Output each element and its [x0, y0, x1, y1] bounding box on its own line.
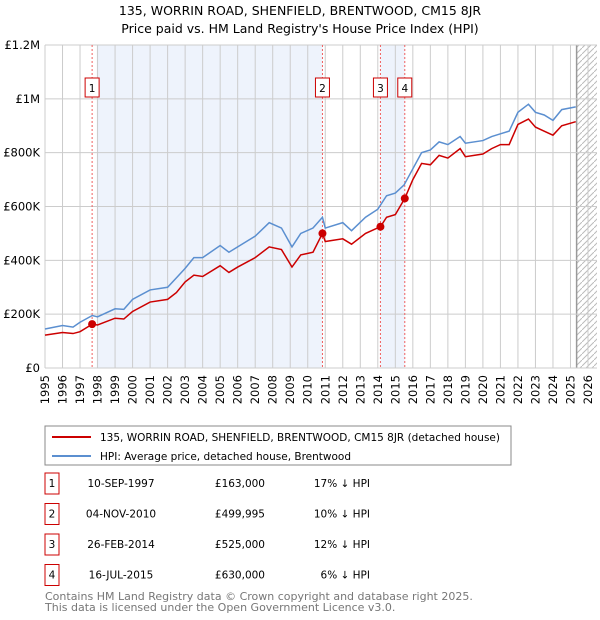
x-tick-label: 2018 — [441, 375, 455, 404]
x-tick-label: 2012 — [336, 375, 350, 404]
x-tick-label: 1995 — [38, 375, 52, 404]
property-line — [44, 118, 576, 336]
x-tick-label: 2001 — [143, 375, 157, 404]
sale-number: 4 — [49, 570, 56, 582]
x-tick-label: 2006 — [231, 375, 245, 404]
chart-title: 135, WORRIN ROAD, SHENFIELD, BRENTWOOD, … — [119, 3, 481, 18]
x-tick-label: 2002 — [161, 375, 175, 404]
y-tick-label: £600K — [3, 200, 40, 214]
sale-price: £163,000 — [215, 478, 265, 490]
x-tick-label: 2010 — [301, 375, 315, 404]
x-tick-label: 2017 — [423, 375, 437, 404]
sale-price: £630,000 — [215, 570, 265, 582]
sale-marker-number: 4 — [401, 83, 408, 95]
sale-marker-box — [372, 77, 388, 98]
x-tick-label: 1999 — [108, 375, 122, 404]
y-tick-label: £400K — [3, 253, 40, 267]
x-tick-label: 1997 — [73, 375, 87, 404]
x-tick-label: 2021 — [493, 375, 507, 404]
x-tick-label: 2011 — [318, 375, 332, 404]
y-tick-label: £0 — [25, 361, 40, 375]
y-tick-label: £800K — [3, 146, 40, 160]
sale-hpi-diff: 17% ↓ HPI — [314, 478, 370, 490]
sale-date: 10-SEP-1997 — [87, 478, 154, 490]
chart-subtitle: Price paid vs. HM Land Registry's House … — [121, 21, 478, 36]
sale-hpi-diff: 10% ↓ HPI — [314, 509, 370, 521]
x-tick-label: 2024 — [546, 375, 560, 404]
x-tick-label: 1996 — [56, 375, 70, 404]
sale-date: 26-FEB-2014 — [87, 539, 155, 551]
sale-marker-box — [84, 77, 100, 98]
sale-number-box — [44, 472, 60, 495]
sale-number-box — [44, 503, 60, 525]
sale-number-box — [44, 564, 60, 586]
sale-marker-number: 3 — [377, 83, 384, 95]
footer-line-2: This data is licensed under the Open Gov… — [44, 601, 395, 614]
hpi-line — [44, 103, 576, 330]
x-tick-label: 2000 — [126, 375, 140, 404]
sale-hpi-diff: 6% ↓ HPI — [321, 570, 370, 582]
x-tick-label: 2004 — [196, 375, 210, 404]
sale-number-box — [44, 533, 60, 556]
footer-line-1: Contains HM Land Registry data © Crown c… — [45, 590, 473, 603]
sale-point — [376, 222, 385, 231]
sale-price: £525,000 — [215, 539, 265, 551]
sale-marker-box — [314, 77, 330, 98]
y-tick-label: £200K — [3, 307, 40, 321]
legend-label-property: 135, WORRIN ROAD, SHENFIELD, BRENTWOOD, … — [100, 432, 500, 444]
x-tick-label: 2022 — [511, 375, 525, 404]
y-tick-label: £1.2M — [4, 38, 40, 52]
x-tick-label: 2005 — [213, 375, 227, 404]
x-tick-label: 2015 — [388, 375, 402, 404]
legend — [44, 425, 512, 466]
x-tick-label: 2019 — [458, 375, 472, 404]
sale-number: 3 — [49, 539, 56, 551]
sale-date: 04-NOV-2010 — [86, 509, 156, 521]
x-tick-label: 1998 — [91, 375, 105, 404]
sale-point — [318, 229, 327, 238]
x-tick-label: 2008 — [266, 375, 280, 404]
x-tick-label: 2014 — [371, 375, 385, 404]
x-tick-label: 2007 — [248, 375, 262, 404]
y-tick-label: £1M — [15, 92, 40, 106]
sale-point — [400, 194, 409, 203]
x-tick-label: 2026 — [581, 375, 595, 404]
x-tick-label: 2003 — [178, 375, 192, 404]
x-tick-label: 2013 — [353, 375, 367, 404]
sale-marker-box — [397, 77, 413, 98]
sale-date: 16-JUL-2015 — [89, 570, 154, 582]
x-tick-label: 2023 — [528, 375, 542, 404]
sale-number: 1 — [49, 478, 56, 490]
sale-number: 2 — [49, 509, 56, 521]
sale-point — [88, 320, 97, 329]
sale-marker-number: 2 — [319, 83, 326, 95]
legend-label-hpi: HPI: Average price, detached house, Bren… — [100, 451, 351, 463]
x-tick-label: 2025 — [563, 375, 577, 404]
x-tick-label: 2016 — [406, 375, 420, 404]
x-tick-label: 2009 — [283, 375, 297, 404]
sale-hpi-diff: 12% ↓ HPI — [314, 539, 370, 551]
sale-marker-number: 1 — [89, 83, 96, 95]
x-tick-label: 2020 — [476, 375, 490, 404]
sale-price: £499,995 — [215, 509, 265, 521]
